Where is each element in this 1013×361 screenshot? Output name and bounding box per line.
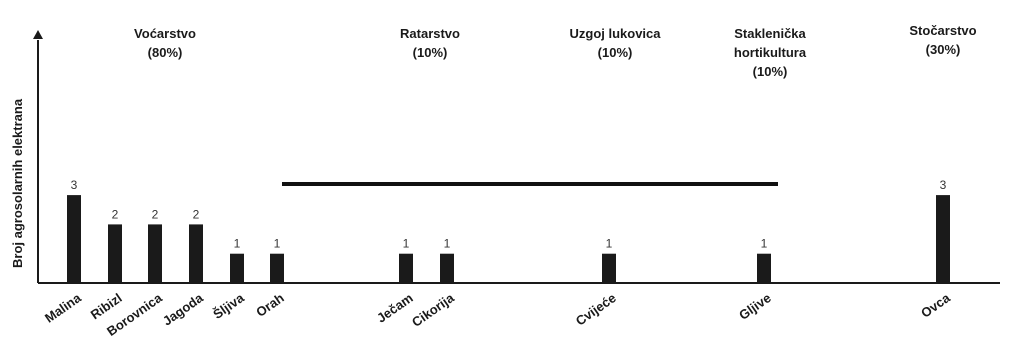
- bar-1: [108, 224, 122, 283]
- value-label-1: 2: [112, 207, 119, 221]
- bar-10: [936, 195, 950, 283]
- group-label-3-line-1: hortikultura: [734, 45, 807, 60]
- value-label-3: 2: [193, 207, 200, 221]
- value-label-9: 1: [761, 237, 768, 251]
- group-label-4-line-1: (30%): [926, 42, 961, 57]
- category-label-5: Orah: [253, 290, 287, 320]
- value-label-4: 1: [234, 237, 241, 251]
- category-label-6: Ječam: [374, 290, 416, 326]
- group-label-1-line-0: Ratarstvo: [400, 26, 460, 41]
- value-label-7: 1: [444, 237, 451, 251]
- value-label-10: 3: [940, 178, 947, 192]
- y-axis-label: Broj agrosolarnih elektrana: [10, 98, 25, 268]
- bar-0: [67, 195, 81, 283]
- category-label-9: Gljive: [736, 290, 774, 323]
- group-label-2-line-1: (10%): [598, 45, 633, 60]
- value-label-0: 3: [71, 178, 78, 192]
- bar-5: [270, 253, 284, 283]
- value-label-8: 1: [606, 237, 613, 251]
- category-label-8: Cvijeće: [573, 290, 619, 328]
- category-label-4: Šljiva: [210, 290, 247, 322]
- category-label-10: Ovca: [918, 290, 953, 321]
- group-label-3-line-2: (10%): [753, 64, 788, 79]
- group-label-0-line-1: (80%): [148, 45, 183, 60]
- bar-9: [757, 253, 771, 283]
- bar-7: [440, 253, 454, 283]
- group-label-4-line-0: Stočarstvo: [909, 23, 976, 38]
- group-label-0-line-0: Voćarstvo: [134, 26, 196, 41]
- y-axis-arrow: [33, 30, 43, 39]
- value-label-6: 1: [403, 237, 410, 251]
- group-label-1-line-1: (10%): [413, 45, 448, 60]
- bar-6: [399, 253, 413, 283]
- bar-4: [230, 253, 244, 283]
- group-label-2-line-0: Uzgoj lukovica: [569, 26, 661, 41]
- category-label-0: Malina: [42, 290, 84, 326]
- bar-2: [148, 224, 162, 283]
- value-label-2: 2: [152, 207, 159, 221]
- category-label-3: Jagoda: [160, 290, 207, 329]
- bar-3: [189, 224, 203, 283]
- group-label-3-line-0: Staklenička: [734, 26, 806, 41]
- value-label-5: 1: [274, 237, 281, 251]
- category-label-7: Cikorija: [409, 290, 457, 330]
- bar-8: [602, 253, 616, 283]
